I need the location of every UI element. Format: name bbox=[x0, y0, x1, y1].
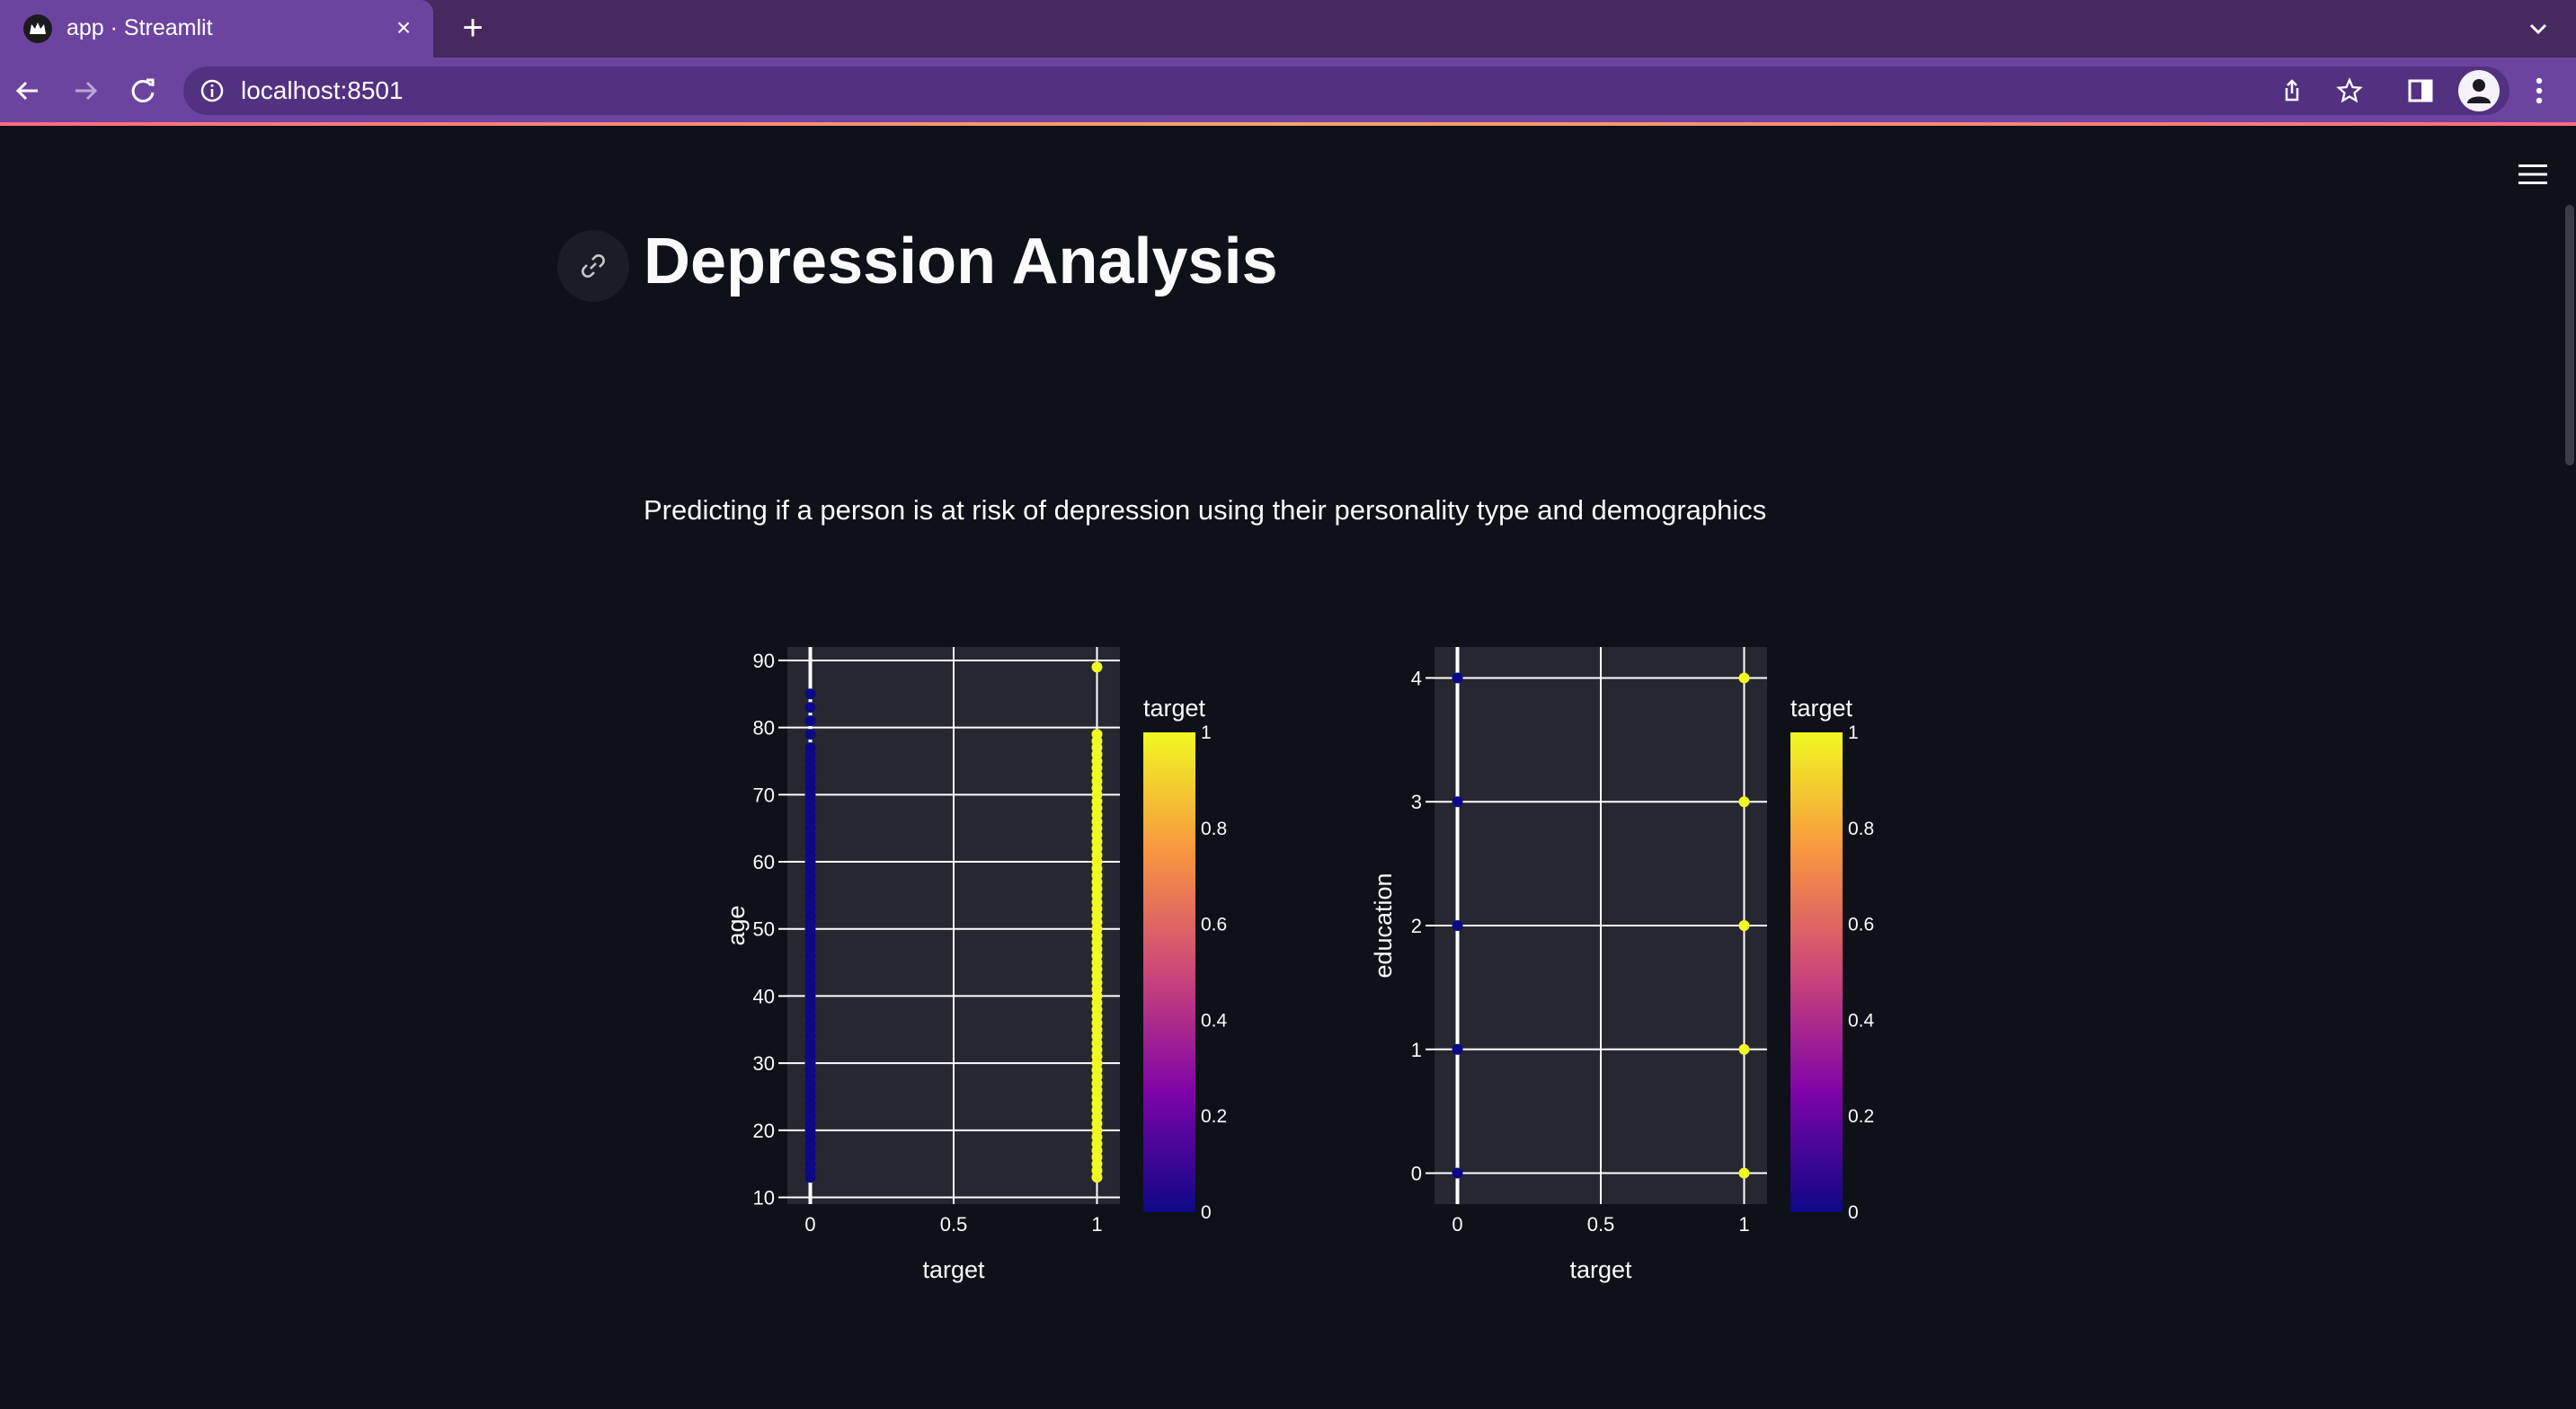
data-point bbox=[804, 702, 816, 713]
back-arrow-icon[interactable] bbox=[7, 70, 49, 111]
data-point bbox=[1091, 729, 1103, 740]
y-tick-label: 3 bbox=[1411, 791, 1422, 813]
colorbar-title: target bbox=[1790, 695, 1853, 722]
bookmark-star-icon[interactable] bbox=[2335, 76, 2364, 105]
site-info-icon[interactable] bbox=[200, 78, 225, 103]
colorbar-tick-label: 0.4 bbox=[1201, 1010, 1228, 1031]
tab-search-chevron-icon[interactable] bbox=[2522, 13, 2554, 45]
y-tick-label: 1 bbox=[1411, 1039, 1422, 1061]
colorbar-tick-label: 0 bbox=[1848, 1202, 1859, 1223]
browser-menu-icon[interactable] bbox=[2518, 70, 2560, 111]
y-tick-label: 40 bbox=[753, 985, 775, 1007]
toolbar-accent-line bbox=[0, 122, 2576, 126]
y-tick-label: 10 bbox=[753, 1187, 775, 1210]
x-axis-title: target bbox=[1569, 1256, 1632, 1283]
data-point bbox=[804, 729, 816, 740]
streamlit-main bbox=[0, 126, 2576, 1409]
y-tick-label: 2 bbox=[1411, 915, 1422, 937]
tab-title: app · Streamlit bbox=[67, 15, 213, 40]
y-axis-title: age bbox=[723, 905, 750, 945]
colorbar-tick-label: 1 bbox=[1201, 722, 1212, 743]
x-tick-label: 1 bbox=[1738, 1213, 1749, 1236]
data-point bbox=[1738, 796, 1750, 808]
y-tick-label: 80 bbox=[753, 717, 775, 740]
data-point bbox=[804, 715, 816, 727]
colorbar-tick-label: 0.8 bbox=[1848, 819, 1874, 839]
x-tick-label: 0.5 bbox=[1587, 1213, 1615, 1236]
data-point bbox=[1452, 920, 1463, 931]
colorbar-tick-label: 0.8 bbox=[1201, 819, 1227, 839]
browser-tab-bar: app · Streamlit × + bbox=[0, 0, 2576, 58]
y-tick-label: 4 bbox=[1411, 667, 1422, 689]
data-point bbox=[1452, 1043, 1463, 1055]
url-text[interactable]: localhost:8501 bbox=[241, 76, 404, 104]
x-tick-label: 0 bbox=[804, 1213, 815, 1236]
y-tick-label: 20 bbox=[753, 1120, 775, 1142]
forward-arrow-icon[interactable] bbox=[65, 70, 106, 111]
data-point bbox=[1738, 672, 1750, 684]
data-point bbox=[1738, 1043, 1750, 1055]
address-bar[interactable]: localhost:8501 bbox=[183, 66, 2509, 115]
x-tick-label: 1 bbox=[1091, 1213, 1102, 1236]
colorbar-tick-label: 0.2 bbox=[1848, 1106, 1874, 1127]
data-point bbox=[1452, 796, 1463, 808]
age-vs-target-scatter-chart[interactable]: 10 20 30 40 50 60 70 80 90 0 0.5 1 target age target 0 0… bbox=[683, 647, 1330, 1330]
y-axis-title: education bbox=[1370, 873, 1397, 978]
tab-close-icon[interactable]: × bbox=[395, 13, 412, 41]
data-point bbox=[1452, 672, 1463, 684]
browser-tab[interactable]: app · Streamlit × bbox=[0, 0, 433, 58]
data-point bbox=[1738, 920, 1750, 931]
colorbar-tick-label: 0.2 bbox=[1201, 1106, 1227, 1127]
colorbar-tick-label: 0.4 bbox=[1848, 1010, 1875, 1031]
colorbar-tick-label: 0 bbox=[1201, 1202, 1212, 1223]
education-vs-target-scatter-chart[interactable]: 0 1 2 3 4 0 0.5 1 target education target 0 0.2 0.4 0.… bbox=[1330, 647, 1977, 1330]
share-icon[interactable] bbox=[2278, 76, 2306, 105]
reload-icon[interactable] bbox=[122, 70, 164, 111]
y-tick-label: 30 bbox=[753, 1052, 775, 1075]
y-tick-label: 0 bbox=[1411, 1163, 1422, 1185]
x-tick-label: 0 bbox=[1452, 1213, 1462, 1236]
data-point bbox=[1091, 661, 1103, 673]
y-tick-label: 60 bbox=[753, 851, 775, 873]
colorbar-tick-label: 0.6 bbox=[1848, 915, 1874, 935]
data-point bbox=[804, 742, 816, 754]
new-tab-button[interactable]: + bbox=[462, 8, 484, 48]
header-anchor-link-icon[interactable] bbox=[557, 230, 629, 302]
data-point bbox=[804, 688, 816, 700]
streamlit-favicon-icon bbox=[23, 14, 52, 43]
data-point bbox=[1738, 1167, 1750, 1179]
y-tick-label: 90 bbox=[753, 650, 775, 672]
colorbar-title: target bbox=[1143, 695, 1206, 722]
colorbar-tick-label: 1 bbox=[1848, 722, 1859, 743]
y-tick-label: 70 bbox=[753, 784, 775, 806]
y-tick-label: 50 bbox=[753, 918, 775, 941]
colorbar-tick-label: 0.6 bbox=[1201, 915, 1227, 935]
page-title: Depression Analysis bbox=[644, 226, 1278, 297]
colorbar bbox=[1790, 732, 1843, 1212]
page-subtitle: Predicting if a person is at risk of dep… bbox=[644, 494, 1767, 526]
page-scrollbar[interactable] bbox=[2565, 205, 2574, 465]
profile-avatar-icon[interactable] bbox=[2458, 70, 2500, 111]
x-axis-title: target bbox=[922, 1256, 985, 1283]
main-menu-hamburger-icon[interactable] bbox=[2515, 156, 2551, 192]
colorbar bbox=[1143, 732, 1195, 1212]
x-tick-label: 0.5 bbox=[940, 1213, 968, 1236]
browser-toolbar: localhost:8501 bbox=[0, 58, 2576, 124]
side-panel-icon[interactable] bbox=[2400, 70, 2441, 111]
data-point bbox=[1452, 1167, 1463, 1179]
